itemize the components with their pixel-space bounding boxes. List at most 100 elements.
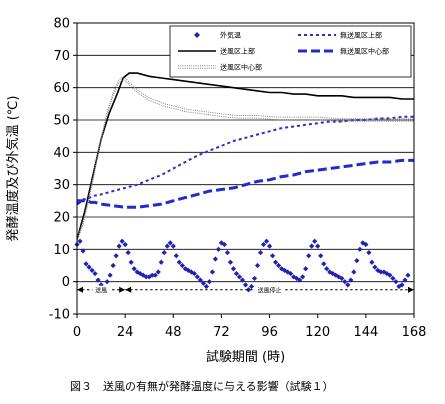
y-tick-label: 50 [53,114,70,129]
annotation-arrowhead [125,286,132,293]
data-point [221,241,228,248]
data-point [98,282,104,288]
data-point [89,267,95,273]
y-axis-label: 発酵温度及び外気温 (℃) [5,96,21,242]
legend-item: 無送風区上部 [298,31,382,40]
data-point [152,272,158,278]
data-point [405,272,411,278]
data-point [303,266,309,272]
data-point [318,253,324,259]
data-point [116,243,122,249]
plot-area-frame [76,22,415,315]
data-point [266,243,273,249]
annotation-arrowhead [408,286,414,293]
series-line [76,76,414,239]
data-point [333,272,339,278]
data-point [230,266,237,272]
x-tick-label: 72 [213,325,230,340]
y-tick-label: 30 [53,178,70,193]
annotation-label-bg [92,285,110,294]
annotation-label: 送風停止 [258,286,282,294]
data-point [312,238,318,244]
x-tick-label: 144 [353,325,378,340]
data-point [369,259,375,265]
data-point [119,238,125,244]
series-2 [76,72,414,240]
x-tick-label: 168 [402,325,427,340]
y-tick-label: 80 [53,17,70,32]
annotations: 送風 送風停止 [77,285,414,294]
data-point [167,240,173,246]
data-point [149,272,155,278]
series-0 [74,238,411,293]
data-point [315,243,321,249]
data-point [83,261,89,267]
data-point [402,277,408,283]
data-point [233,270,240,277]
data-point [77,238,83,244]
data-point [164,243,170,249]
data-point [173,253,179,259]
y-tick-label: 10 [53,243,70,258]
data-point [263,238,270,244]
data-point [191,270,197,277]
data-point [206,279,212,285]
data-point [161,249,167,256]
annotation-label: 送風 [95,286,107,294]
data-point [197,277,203,283]
legend-label: 無送風区中心部 [340,47,389,56]
data-point [384,270,390,277]
x-tick-label: 0 [73,325,81,340]
y-tick-label: -10 [49,308,70,323]
legend-label: 送風区中心部 [220,63,262,72]
x-tick-label: 24 [117,325,134,340]
data-point [92,270,98,277]
data-point [203,283,209,290]
data-point [257,249,264,256]
data-point [248,283,255,290]
series-line [76,78,414,242]
data-point [179,262,185,269]
legend-label: 無送風区上部 [340,31,382,40]
grid-lines [77,54,414,283]
data-point [242,282,249,288]
data-point [80,248,86,254]
data-point [125,249,131,256]
series-line [76,72,414,240]
data-point [128,259,134,265]
data-point [282,267,288,273]
data-point [239,277,246,283]
data-point [251,275,258,282]
data-point [260,241,267,248]
data-point [269,253,276,259]
data-point [351,269,357,275]
data-point [300,274,306,280]
legend-item: 外気温 [194,31,241,40]
data-point [209,269,216,275]
y-tick-label: 70 [53,49,70,64]
data-point [291,274,297,280]
data-point [324,266,330,272]
series-4 [76,158,414,209]
data-point [212,256,219,262]
legend-label: 外気温 [220,31,241,40]
series-line [76,115,414,202]
y-tick-label: 20 [53,211,70,226]
data-point [272,259,279,265]
data-point [297,277,303,283]
data-point [372,264,378,270]
data-point [200,280,206,286]
data-point [194,274,200,280]
data-point [146,274,152,280]
legend-swatch [194,32,200,38]
data-point [275,262,282,269]
legend-label: 送風区上部 [220,47,255,56]
data-point [104,279,110,285]
data-point [86,264,92,270]
data-point [245,287,252,293]
data-point [288,270,294,277]
x-axis-label: 試験期間 (時) [206,349,285,365]
data-point [254,262,261,269]
